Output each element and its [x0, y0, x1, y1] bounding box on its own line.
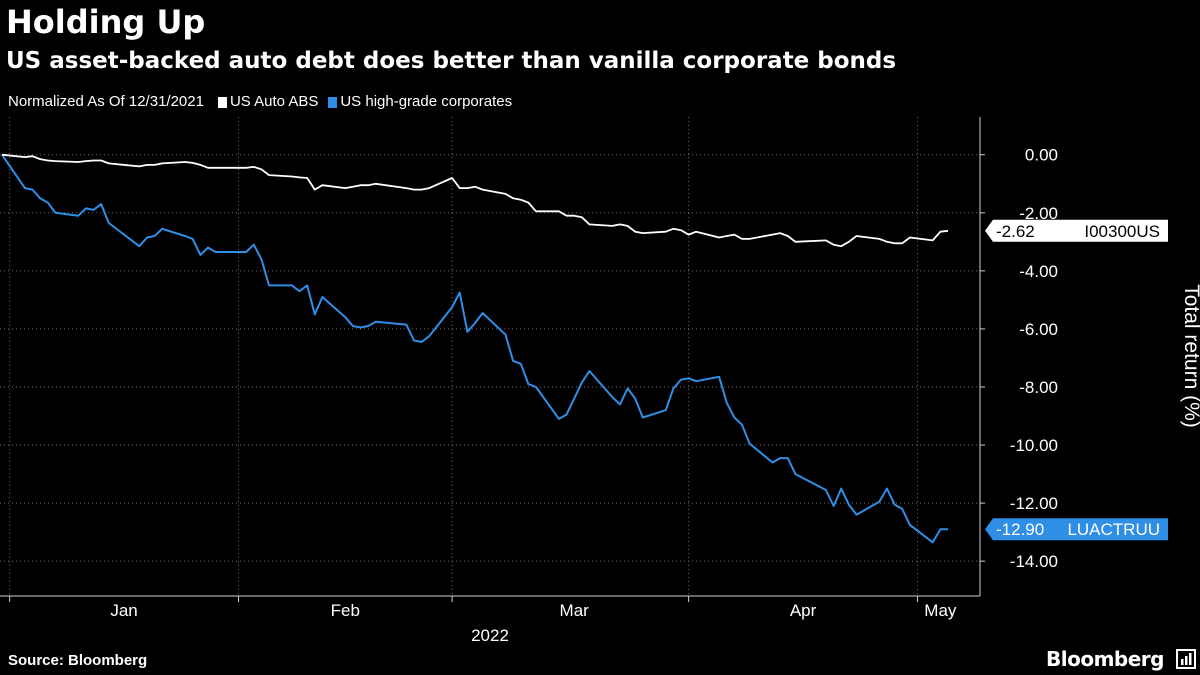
y-axis-label: Total return (%): [1180, 284, 1200, 428]
y-tick-label: -12.00: [1010, 494, 1058, 513]
last-value-tag-auto-abs-ticker: I00300US: [1084, 222, 1160, 241]
legend-swatch-auto-abs: [217, 96, 227, 108]
source-note: Source: Bloomberg: [8, 652, 148, 669]
chart-subtitle: US asset-backed auto debt does better th…: [6, 48, 897, 74]
x-axis-label: 2022: [471, 626, 509, 645]
legend-entry-auto-abs: US Auto ABS: [217, 92, 319, 112]
last-value-tag-high-grade-value: -12.90: [996, 520, 1044, 539]
legend: Normalized As Of 12/31/2021 US Auto ABS …: [8, 92, 522, 112]
y-tick-label: -6.00: [1019, 320, 1058, 339]
x-tick-label: Apr: [790, 601, 817, 620]
legend-entry-high-grade: US high-grade corporates: [328, 92, 512, 112]
y-tick-label: 0.00: [1025, 146, 1058, 165]
x-tick-label: Feb: [331, 601, 360, 620]
y-tick-label: -4.00: [1019, 262, 1058, 281]
legend-swatch-high-grade: [328, 96, 338, 108]
chart-title: Holding Up: [6, 3, 206, 41]
y-tick-label: -8.00: [1019, 378, 1058, 397]
x-tick-label: Jan: [110, 601, 137, 620]
series-line-auto-abs: [1, 153, 949, 248]
y-tick-label: -10.00: [1010, 436, 1058, 455]
bloomberg-terminal-icon: [1176, 649, 1196, 669]
legend-label-auto-abs: US Auto ABS: [229, 93, 319, 110]
last-value-tag-high-grade-ticker: LUACTRUU: [1067, 520, 1160, 539]
series-line-high-grade: [1, 154, 948, 544]
last-value-tag-high-grade: [985, 518, 1168, 541]
legend-label-high-grade: US high-grade corporates: [340, 93, 513, 110]
last-value-tag-auto-abs: [985, 219, 1168, 242]
x-tick-label: May: [924, 601, 957, 620]
y-tick-label: -14.00: [1010, 552, 1058, 571]
last-value-tag-auto-abs-value: -2.62: [996, 222, 1035, 241]
legend-note: Normalized As Of 12/31/2021: [8, 93, 204, 110]
y-tick-label: -2.00: [1019, 204, 1058, 223]
bloomberg-logo: Bloomberg: [1046, 647, 1164, 671]
x-tick-label: Mar: [560, 601, 590, 620]
